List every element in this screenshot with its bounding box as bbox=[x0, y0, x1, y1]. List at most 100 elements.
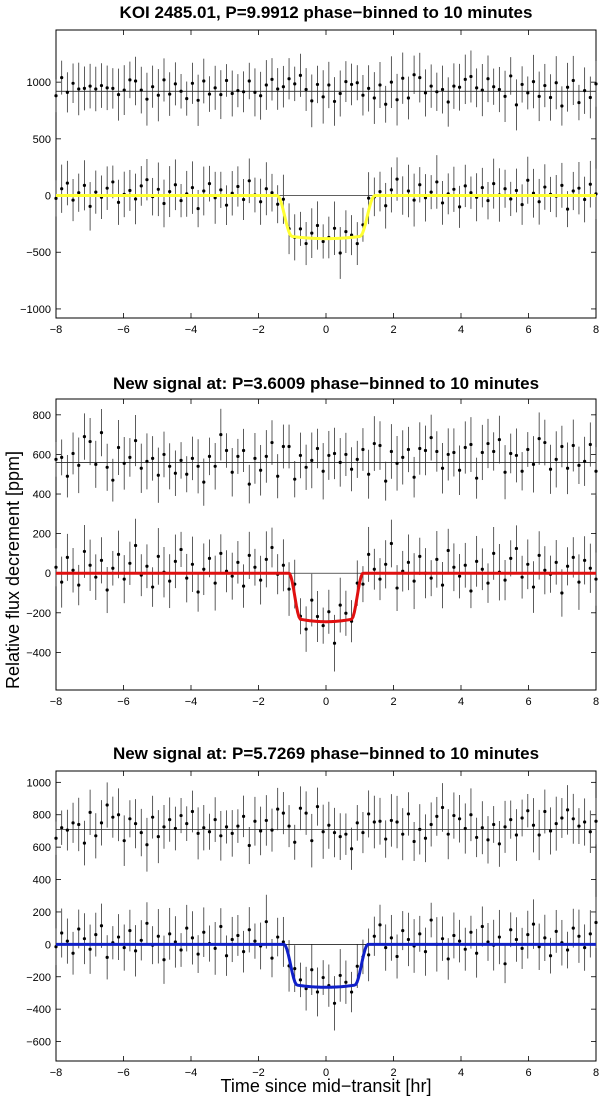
data-point bbox=[452, 84, 456, 88]
data-point bbox=[463, 77, 467, 81]
data-point bbox=[514, 453, 519, 458]
data-point bbox=[321, 239, 325, 244]
y-tick-label: 1000 bbox=[27, 77, 51, 89]
data-point bbox=[196, 590, 200, 594]
data-point bbox=[276, 935, 280, 939]
data-point bbox=[423, 836, 428, 840]
data-point bbox=[276, 87, 280, 91]
data-point bbox=[543, 83, 547, 88]
data-point bbox=[338, 251, 342, 255]
y-tick-label: 800 bbox=[33, 410, 51, 422]
data-point bbox=[185, 576, 189, 580]
data-point bbox=[88, 810, 92, 814]
data-point bbox=[486, 581, 490, 585]
data-point bbox=[202, 480, 206, 484]
data-point bbox=[202, 930, 206, 934]
y-axis-label: Relative flux decrement [ppm] bbox=[3, 451, 23, 689]
data-point bbox=[264, 920, 268, 924]
data-point bbox=[105, 955, 109, 959]
data-point bbox=[463, 947, 467, 951]
data-point bbox=[54, 196, 58, 200]
data-point bbox=[469, 589, 473, 593]
data-point bbox=[594, 82, 598, 86]
data-point bbox=[139, 88, 143, 92]
data-point bbox=[571, 443, 575, 448]
data-point bbox=[259, 94, 263, 98]
data-point bbox=[82, 841, 87, 845]
data-point bbox=[173, 826, 177, 831]
data-point bbox=[412, 198, 416, 202]
data-point bbox=[332, 226, 337, 230]
y-tick-label: 0 bbox=[45, 568, 51, 580]
data-point bbox=[554, 560, 558, 564]
data-point bbox=[168, 579, 172, 583]
data-point bbox=[406, 447, 411, 452]
transit-model-curve bbox=[55, 194, 597, 241]
data-point bbox=[82, 435, 87, 439]
data-point bbox=[367, 953, 371, 957]
data-point bbox=[531, 79, 536, 84]
data-point bbox=[99, 821, 104, 825]
data-point bbox=[133, 79, 138, 83]
x-tick-label: −4 bbox=[185, 696, 198, 708]
data-point bbox=[151, 456, 155, 460]
x-tick-label: 8 bbox=[593, 696, 599, 708]
data-point bbox=[418, 932, 422, 936]
data-point bbox=[497, 87, 501, 92]
data-point bbox=[105, 465, 109, 469]
data-point bbox=[389, 80, 393, 84]
data-point bbox=[207, 556, 212, 560]
data-point bbox=[463, 563, 467, 567]
y-tick-label: −200 bbox=[26, 608, 51, 620]
data-point bbox=[247, 843, 251, 848]
data-point bbox=[577, 100, 581, 105]
data-point bbox=[94, 933, 98, 937]
data-point bbox=[446, 452, 450, 457]
data-point bbox=[196, 952, 200, 956]
x-tick-label: 4 bbox=[458, 324, 464, 336]
data-point bbox=[94, 834, 98, 838]
data-point bbox=[583, 89, 587, 93]
data-point bbox=[122, 88, 126, 92]
data-point bbox=[440, 466, 445, 470]
data-point bbox=[509, 451, 513, 456]
data-point bbox=[162, 958, 166, 962]
data-point bbox=[548, 829, 553, 833]
x-tick-label: 6 bbox=[525, 696, 531, 708]
data-point bbox=[378, 819, 382, 823]
y-tick-label: −400 bbox=[26, 1004, 51, 1016]
data-point bbox=[213, 86, 217, 90]
data-point bbox=[236, 184, 240, 189]
data-point bbox=[185, 96, 189, 101]
data-point bbox=[168, 818, 172, 822]
data-point bbox=[99, 558, 104, 562]
data-point bbox=[293, 967, 297, 971]
data-point bbox=[344, 452, 348, 457]
data-point bbox=[88, 84, 92, 88]
data-point bbox=[230, 470, 234, 474]
data-point bbox=[509, 197, 513, 201]
data-point bbox=[281, 444, 285, 449]
data-point bbox=[389, 936, 393, 940]
data-point bbox=[565, 207, 570, 211]
data-point bbox=[259, 578, 263, 582]
data-point bbox=[207, 182, 212, 186]
data-point bbox=[492, 85, 496, 89]
transit-model-curve bbox=[55, 571, 597, 624]
data-point bbox=[145, 97, 149, 101]
data-point bbox=[509, 74, 513, 78]
data-point bbox=[520, 82, 524, 87]
data-point bbox=[594, 577, 598, 581]
x-tick-label: −6 bbox=[117, 324, 130, 336]
data-point bbox=[452, 933, 456, 938]
data-point bbox=[287, 587, 291, 591]
data-point bbox=[99, 431, 104, 435]
data-point bbox=[537, 436, 541, 441]
data-point bbox=[554, 929, 558, 933]
data-point bbox=[537, 94, 541, 98]
data-point bbox=[560, 816, 564, 820]
data-point bbox=[560, 444, 564, 449]
data-point bbox=[281, 197, 285, 201]
data-point bbox=[179, 199, 183, 203]
data-point bbox=[401, 928, 405, 933]
